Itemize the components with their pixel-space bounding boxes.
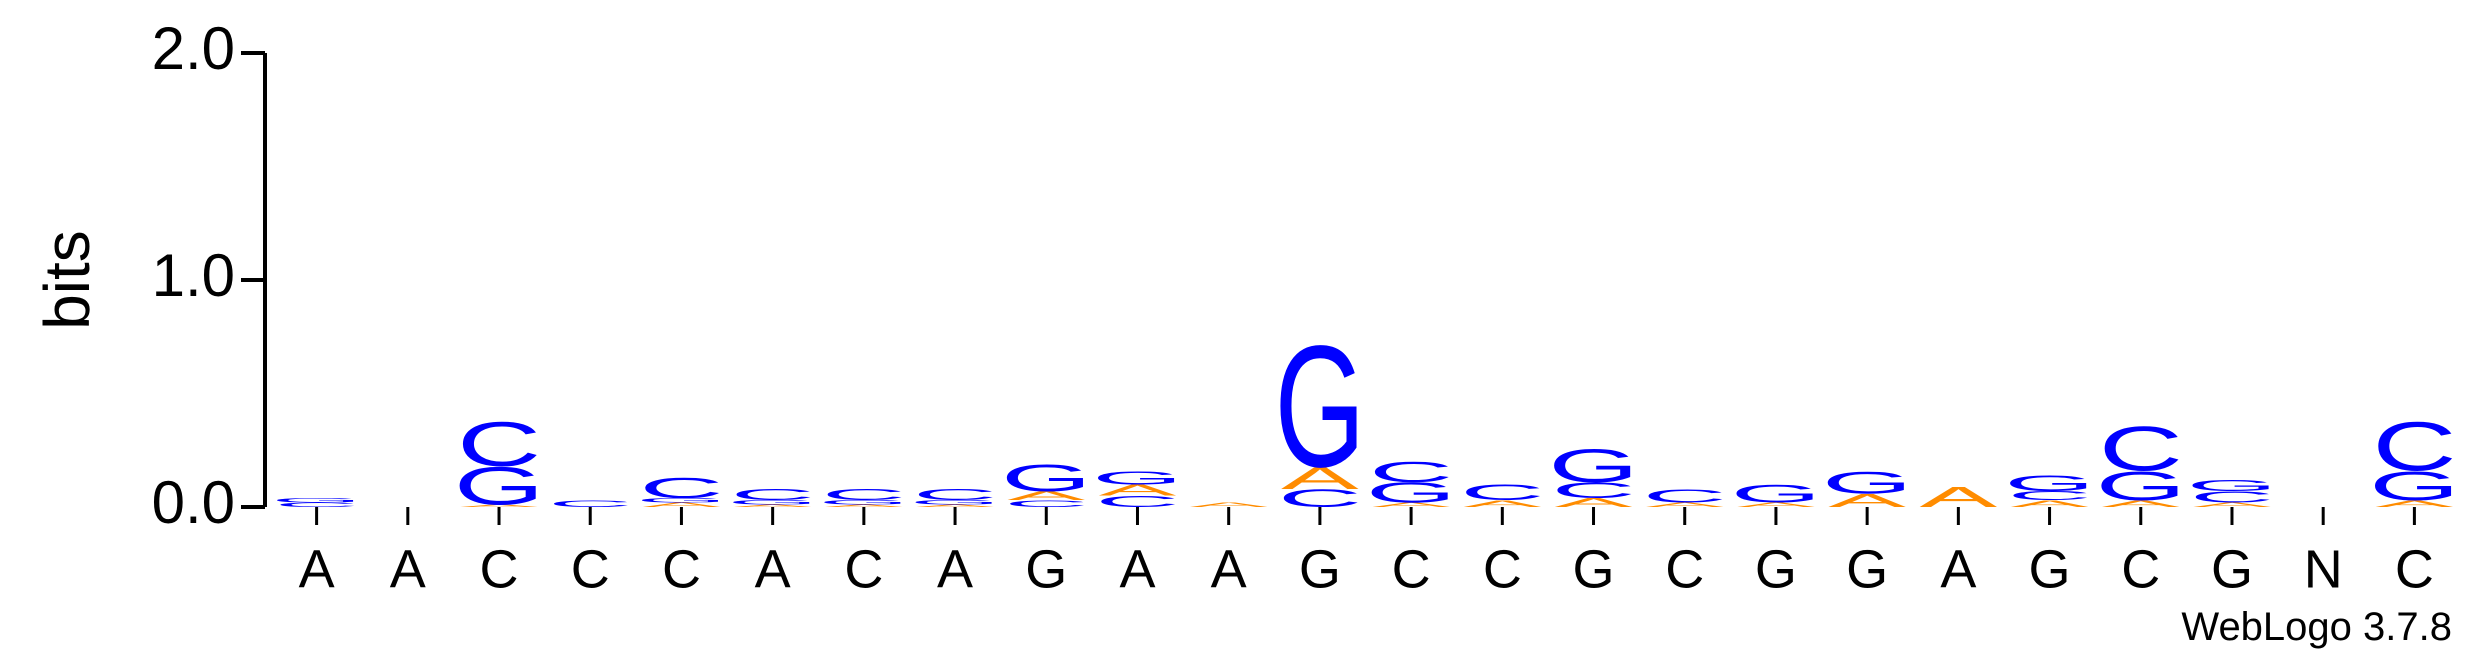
logo-letter: C bbox=[1004, 498, 1088, 509]
logo-letter: A bbox=[734, 504, 812, 508]
x-tick-label: A bbox=[1940, 539, 1976, 599]
logo-letter: G bbox=[1366, 477, 1457, 509]
logo-letter: A bbox=[1919, 481, 1997, 513]
x-tick-label: A bbox=[1119, 539, 1155, 599]
logo-letter: C bbox=[2099, 413, 2183, 484]
logo-letter: A bbox=[1190, 501, 1268, 508]
x-tick-label: C bbox=[662, 539, 701, 599]
logo-letter: A bbox=[1372, 501, 1450, 508]
logo-letter: A bbox=[1737, 501, 1815, 508]
logo-letter: C bbox=[1643, 485, 1727, 506]
logo-letter: C bbox=[913, 486, 997, 504]
logo-letter: C bbox=[1278, 484, 1362, 512]
logo-letter: C bbox=[639, 472, 723, 504]
x-tick-label: G bbox=[1025, 539, 1067, 599]
logo-letter: A bbox=[1828, 490, 1906, 511]
logo-letter: C bbox=[1095, 493, 1179, 511]
x-tick-label: A bbox=[937, 539, 973, 599]
logo-letter: G bbox=[2369, 463, 2460, 509]
logo-letter: A bbox=[1099, 481, 1177, 499]
logo-letter: G bbox=[2004, 471, 2095, 496]
x-tick-label: C bbox=[571, 539, 610, 599]
logo-letter: G bbox=[1822, 465, 1913, 500]
x-tick-label: G bbox=[2211, 539, 2253, 599]
logo-letter: C bbox=[1551, 478, 1635, 503]
logo-letter: A bbox=[2102, 498, 2180, 509]
x-tick-label: C bbox=[2121, 539, 2160, 599]
logo-letter: C bbox=[2007, 489, 2091, 503]
y-tick-label: 0.0 bbox=[152, 469, 235, 536]
logo-letter: A bbox=[1007, 489, 1086, 503]
logo-letter: A bbox=[1463, 498, 1541, 509]
logo-letter: G bbox=[454, 457, 545, 517]
x-tick-label: G bbox=[1755, 539, 1797, 599]
logo-letter: C bbox=[731, 486, 815, 504]
logo-letter: A bbox=[2011, 498, 2089, 509]
logo-letter: A bbox=[2193, 501, 2271, 508]
logo-letter: G bbox=[910, 499, 1001, 506]
logo-letter: G bbox=[271, 497, 362, 504]
logo-letter: G bbox=[2095, 463, 2186, 509]
logo-letter: A bbox=[1555, 496, 1634, 510]
logo-letter: G bbox=[727, 499, 818, 506]
y-tick-label: 1.0 bbox=[152, 242, 235, 309]
logo-letter: C bbox=[457, 409, 541, 480]
x-tick-label: C bbox=[480, 539, 519, 599]
x-tick-label: G bbox=[1573, 539, 1615, 599]
logo-letter: C bbox=[275, 501, 359, 508]
x-tick-label: C bbox=[2395, 539, 2434, 599]
logo-letter: G bbox=[1548, 439, 1639, 492]
logo-letter: G bbox=[1092, 467, 1183, 488]
footer: WebLogo 3.7.8 bbox=[2181, 605, 2452, 649]
x-tick-label: A bbox=[390, 539, 426, 599]
logo-letter: G bbox=[1001, 457, 1092, 499]
x-tick-label: G bbox=[1299, 539, 1341, 599]
y-tick-label: 2.0 bbox=[152, 15, 235, 82]
logo-letter: A bbox=[1281, 461, 1359, 496]
x-tick-label: C bbox=[1665, 539, 1704, 599]
logo-letter: G bbox=[2187, 477, 2278, 495]
x-tick-label: A bbox=[299, 539, 335, 599]
x-tick-label: C bbox=[844, 539, 883, 599]
logo-letter: G bbox=[636, 497, 727, 504]
logo-letter: A bbox=[460, 504, 538, 508]
logo-letter: G bbox=[1731, 480, 1822, 508]
logo-letter: A bbox=[825, 504, 903, 508]
logo-letter: A bbox=[643, 501, 721, 508]
x-tick-label: N bbox=[2304, 539, 2343, 599]
logo-letter: C bbox=[2190, 488, 2274, 506]
logo-letter: C bbox=[822, 486, 906, 504]
logo-letter: A bbox=[916, 504, 994, 508]
y-axis-label: bits bbox=[31, 230, 103, 330]
logo-letter: G bbox=[819, 499, 910, 506]
x-tick-label: A bbox=[1211, 539, 1247, 599]
logo-letter: C bbox=[2372, 408, 2456, 485]
logo-letter: A bbox=[1646, 501, 1724, 508]
x-tick-label: G bbox=[2029, 539, 2071, 599]
x-tick-label: G bbox=[1846, 539, 1888, 599]
x-tick-label: A bbox=[755, 539, 791, 599]
logo-letter: C bbox=[548, 498, 632, 509]
x-tick-label: C bbox=[1483, 539, 1522, 599]
logo-letter: A bbox=[2376, 498, 2454, 509]
logo-letter: C bbox=[1460, 480, 1544, 505]
logo-letter: G bbox=[1275, 310, 1366, 504]
logo-letter: C bbox=[1369, 456, 1453, 488]
x-tick-label: C bbox=[1392, 539, 1431, 599]
